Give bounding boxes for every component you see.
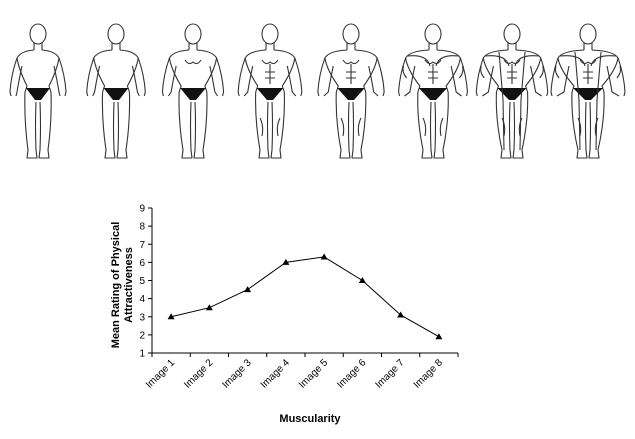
male-figure-icon [475,23,549,159]
y-tick-label: 1 [139,349,145,360]
male-figure-icon [398,23,468,159]
briefs-shape [573,88,603,100]
x-tick-label: Image 7 [373,357,407,391]
briefs-shape [337,88,365,100]
data-point-marker [397,311,405,318]
x-tick-label: Image 3 [220,357,254,391]
briefs-shape [103,88,129,100]
x-tick-label: Image 5 [297,357,331,391]
y-tick-label: 3 [139,312,145,323]
y-tick-label: 9 [139,204,145,215]
y-tick-label: 7 [139,240,145,251]
data-point-marker [282,258,290,265]
briefs-shape [180,88,206,100]
line-chart: Mean Rating of Physical Attractiveness M… [110,204,459,425]
male-figure-icon [86,23,146,159]
x-axis-title: Muscularity [279,413,341,425]
y-tick-label: 6 [139,258,145,269]
data-point-marker [320,253,328,260]
x-tick-label: Image 6 [335,357,369,391]
x-tick-label: Image 4 [259,357,293,391]
y-tick-label: 2 [139,330,145,341]
series-line [171,256,440,338]
data-point-marker [167,313,175,320]
y-tick-label: 4 [139,294,145,305]
y-tick-label: 5 [139,276,145,287]
male-figure-icon [237,23,303,159]
briefs-shape [418,88,448,100]
data-point-marker [205,304,213,311]
male-figure-icon [9,23,67,159]
male-figure-icon [161,23,225,159]
y-axis-title-line-1: Mean Rating of Physical [110,222,122,349]
muscularity-figures-row [9,23,626,159]
data-point-marker [244,286,252,293]
x-tick-label: Image 1 [144,357,178,391]
male-figure-icon [550,23,626,159]
x-tick-label: Image 2 [182,357,216,391]
briefs-shape [256,88,284,100]
y-axis-title: Mean Rating of Physical Attractiveness [110,222,135,349]
briefs-shape [497,88,527,100]
y-tick-label: 8 [139,222,145,233]
y-axis-title-line-2: Attractiveness [123,247,135,323]
data-point-marker [358,277,366,283]
briefs-shape [26,88,50,100]
male-figure-icon [317,23,385,159]
data-point-marker [435,333,443,340]
x-tick-label: Image 8 [412,357,446,391]
